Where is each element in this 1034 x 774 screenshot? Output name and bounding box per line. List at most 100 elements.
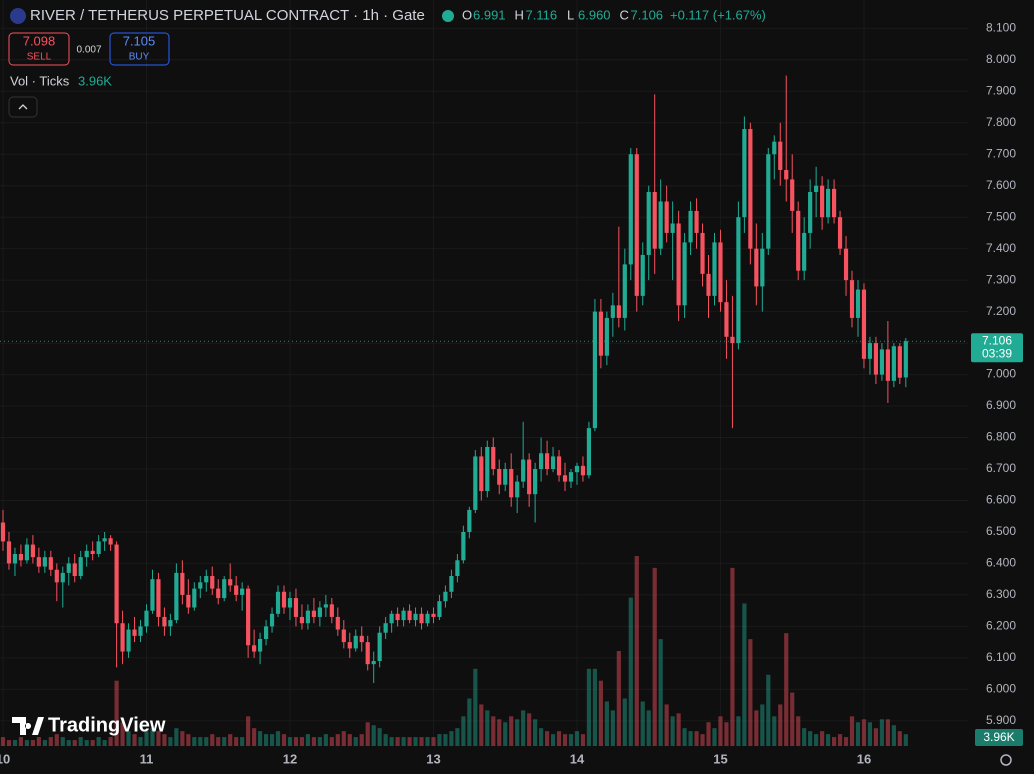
candle-body — [263, 626, 269, 639]
ohlc-value: 7.106 — [631, 7, 664, 22]
settings-icon[interactable] — [1000, 754, 1012, 766]
candle-body — [419, 613, 424, 624]
volume-bar — [425, 737, 430, 746]
candle-body — [287, 598, 293, 608]
ohlc-key: C — [620, 7, 629, 22]
candle-body — [132, 629, 137, 636]
volume-bar — [6, 740, 12, 746]
countdown: 03:39 — [982, 346, 1012, 360]
candle-body — [473, 456, 478, 510]
volume-bar — [257, 731, 263, 746]
volume-bar — [509, 716, 514, 746]
y-tick-label: 7.900 — [986, 83, 1016, 97]
volume-bar — [102, 740, 107, 746]
candle-body — [222, 579, 227, 599]
volume-bar — [568, 734, 574, 746]
volume-bar — [252, 728, 257, 746]
chevron-icon — [18, 104, 28, 110]
buy-button[interactable] — [109, 32, 170, 66]
volume-bar — [168, 737, 173, 746]
volume-bar — [180, 731, 185, 746]
volume-bar — [335, 734, 340, 746]
volume-bar — [60, 737, 65, 746]
volume-bar — [90, 740, 95, 746]
volume-bar — [437, 734, 442, 746]
y-tick-label: 7.000 — [986, 367, 1016, 381]
volume-bar — [156, 731, 161, 746]
candle-body — [760, 248, 765, 287]
volume-bar — [413, 737, 418, 746]
candle-body — [658, 201, 663, 249]
volume-bar — [772, 716, 777, 746]
y-tick-label: 7.200 — [986, 304, 1016, 318]
volume-bar — [455, 728, 460, 746]
grid — [0, 0, 968, 746]
candle-body — [539, 453, 544, 470]
candle-body — [730, 336, 735, 344]
volume-bar — [616, 651, 621, 746]
candle-body — [54, 569, 59, 583]
collapse-button[interactable] — [8, 96, 38, 118]
volume-bar — [377, 728, 382, 746]
x-tick-label: 14 — [570, 751, 585, 766]
volume-bar — [132, 734, 137, 746]
candle-body — [84, 550, 89, 558]
candle-body — [42, 557, 47, 567]
candle-body — [550, 456, 556, 470]
sell-button[interactable] — [8, 32, 70, 66]
volume-bar — [228, 734, 233, 746]
volume-bar — [78, 737, 83, 746]
candle-body — [174, 572, 179, 621]
buy-label: BUY — [129, 52, 150, 63]
x-tick-label: 11 — [140, 751, 154, 766]
change: +0.117 (+1.67%) — [670, 7, 766, 22]
x-tick-label: 10 — [0, 751, 10, 766]
candle-body — [867, 343, 873, 359]
y-tick-label: 7.700 — [986, 146, 1016, 160]
candle-body — [383, 623, 388, 633]
candle-body — [281, 591, 287, 608]
volume-bar — [670, 716, 675, 746]
volume-bar — [359, 734, 364, 746]
volume-bar — [521, 710, 526, 746]
candle-body — [879, 349, 884, 375]
volume-bar — [784, 633, 789, 746]
volume-bar — [867, 722, 873, 746]
candle-body — [18, 553, 24, 561]
candle-body — [389, 613, 394, 624]
volume-bar — [108, 737, 113, 746]
volume-bar — [30, 740, 35, 746]
volume-bar — [760, 704, 765, 746]
volume-bar — [598, 680, 603, 746]
candle-body — [323, 604, 328, 608]
candle-body — [108, 538, 113, 545]
volume-bar — [389, 737, 394, 746]
candle-body — [216, 588, 221, 599]
volume-bar — [628, 597, 633, 746]
candle-body — [96, 541, 101, 554]
candle-body — [269, 613, 275, 627]
candle-body — [897, 346, 902, 378]
candle-body — [820, 185, 825, 218]
volume-bar — [443, 734, 448, 746]
volume-bar — [533, 719, 538, 746]
candle-body — [275, 591, 281, 614]
volume-bar — [497, 719, 502, 746]
volume-bar — [186, 734, 191, 746]
volume-bar — [24, 740, 29, 746]
candle-body — [562, 475, 568, 482]
volume-bar — [861, 719, 867, 746]
volume-bar — [539, 728, 544, 746]
candle-body — [467, 509, 472, 532]
candle-body — [431, 613, 436, 617]
candle-body — [443, 591, 448, 602]
symbol-title[interactable]: RIVER / TETHERUS PERPETUAL CONTRACT · 1h… — [30, 7, 425, 24]
volume-bar — [479, 704, 484, 746]
candle-body — [491, 446, 496, 470]
volume-bar — [837, 734, 843, 746]
candle-body — [778, 141, 783, 170]
y-tick-label: 7.500 — [986, 209, 1016, 223]
overlay: RIVER / TETHERUS PERPETUAL CONTRACT · 1h… — [0, 7, 1023, 766]
candle-body — [299, 616, 305, 624]
